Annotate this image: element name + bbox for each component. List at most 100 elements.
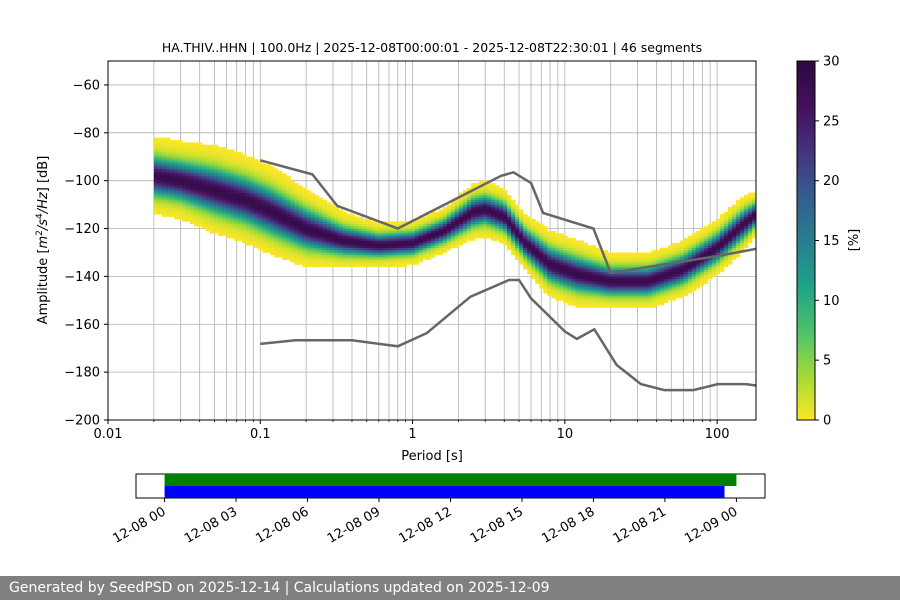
psd-cell: [531, 276, 536, 280]
psd-cell: [157, 149, 163, 153]
psd-cell: [607, 264, 612, 268]
psd-cell: [402, 226, 408, 229]
psd-cell: [254, 211, 259, 215]
psd-cell: [515, 242, 520, 246]
psd-cell: [495, 223, 500, 227]
psd-cell: [615, 290, 620, 294]
psd-cell: [535, 264, 540, 268]
psd-cell: [474, 192, 480, 196]
psd-cell: [487, 187, 492, 191]
psd-cell: [643, 264, 649, 268]
psd-cell: [655, 300, 661, 304]
psd-cell: [185, 185, 191, 189]
psd-cell: [266, 211, 271, 215]
psd-cell: [450, 238, 456, 241]
psd-cell: [683, 238, 689, 241]
psd-cell: [567, 240, 572, 244]
psd-cell: [161, 163, 167, 167]
psd-cell: [278, 247, 283, 251]
psd-cell: [527, 240, 532, 244]
psd-cell: [161, 185, 167, 189]
psd-cell: [198, 204, 203, 208]
psd-cell: [539, 274, 544, 277]
psd-cell: [402, 259, 408, 263]
psd-cell: [282, 257, 287, 260]
psd-cell: [314, 221, 319, 225]
psd-cell: [226, 204, 231, 208]
psd-cell: [575, 240, 580, 244]
psd-cell: [346, 242, 351, 246]
psd-cell: [274, 242, 279, 246]
psd-cell: [739, 242, 745, 246]
psd-cell: [169, 187, 175, 191]
psd-cell: [238, 218, 243, 222]
psd-cell: [523, 242, 528, 246]
psd-cell: [655, 295, 661, 299]
psd-cell: [647, 295, 653, 299]
psd-cell: [350, 254, 355, 258]
psd-cell: [214, 163, 219, 167]
psd-cell: [599, 274, 604, 277]
psd-cell: [687, 271, 693, 275]
psd-cell: [294, 183, 299, 186]
psd-cell: [527, 257, 532, 260]
psd-cell: [631, 271, 636, 275]
psd-cell: [414, 254, 420, 258]
psd-cell: [274, 221, 279, 225]
psd-cell: [414, 235, 420, 239]
psd-cell: [462, 228, 468, 232]
psd-cell: [679, 281, 685, 284]
psd-cell: [466, 211, 472, 215]
psd-cell: [723, 230, 729, 234]
chart-title: HA.THIV..HHN | 100.0Hz | 2025-12-08T00:0…: [162, 40, 702, 55]
psd-cell: [334, 221, 339, 225]
psd-cell: [258, 202, 263, 205]
psd-cell: [354, 221, 359, 225]
psd-cell: [266, 238, 271, 241]
psd-cell: [430, 211, 436, 215]
psd-cell: [450, 221, 456, 225]
psd-cell: [169, 151, 175, 155]
psd-cell: [314, 242, 319, 246]
psd-cell: [246, 197, 251, 201]
psd-cell: [362, 245, 367, 248]
psd-cell: [667, 264, 673, 268]
psd-cell: [338, 235, 343, 239]
psd-cell: [667, 276, 673, 280]
psd-cell: [206, 175, 211, 179]
psd-cell: [334, 264, 339, 268]
psd-cell: [165, 183, 171, 186]
psd-cell: [567, 278, 572, 282]
psd-cell: [667, 250, 673, 253]
psd-cell: [378, 226, 384, 229]
psd-cell: [663, 269, 669, 272]
psd-cell: [543, 242, 548, 246]
psd-cell: [615, 252, 620, 256]
psd-cell: [739, 199, 745, 203]
psd-cell: [210, 159, 215, 162]
psd-cell: [153, 139, 159, 143]
psd-cell: [719, 218, 725, 222]
psd-cell: [254, 242, 259, 246]
psd-cell: [723, 211, 729, 215]
psd-cell: [254, 218, 259, 222]
psd-cell: [687, 276, 693, 280]
psd-cell: [294, 238, 299, 241]
psd-cell: [667, 252, 673, 256]
psd-cell: [527, 242, 532, 246]
psd-cell: [394, 259, 400, 263]
psd-cell: [258, 218, 263, 222]
psd-cell: [434, 245, 440, 248]
psd-cell: [410, 247, 416, 251]
psd-cell: [743, 197, 749, 201]
psd-cell: [226, 178, 231, 181]
psd-cell: [470, 230, 476, 234]
psd-cell: [230, 197, 235, 201]
psd-cell: [651, 278, 657, 282]
psd-cell: [683, 252, 689, 256]
psd-cell: [731, 211, 737, 215]
psd-cell: [334, 240, 339, 244]
psd-cell: [458, 199, 464, 203]
psd-cell: [515, 221, 520, 225]
psd-cell: [298, 254, 303, 258]
